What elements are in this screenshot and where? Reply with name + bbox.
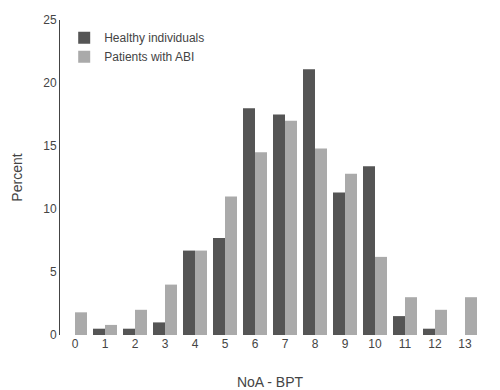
- svg-text:2: 2: [132, 337, 139, 351]
- svg-text:10: 10: [368, 337, 382, 351]
- svg-text:12: 12: [428, 337, 442, 351]
- svg-text:8: 8: [312, 337, 319, 351]
- svg-text:15: 15: [43, 139, 57, 153]
- svg-text:10: 10: [43, 202, 57, 216]
- svg-text:0: 0: [72, 337, 79, 351]
- svg-text:4: 4: [192, 337, 199, 351]
- svg-text:20: 20: [43, 76, 57, 90]
- svg-text:0: 0: [50, 328, 57, 342]
- svg-text:11: 11: [399, 337, 412, 351]
- svg-text:Percent: Percent: [9, 153, 25, 201]
- svg-text:5: 5: [50, 265, 57, 279]
- svg-text:25: 25: [43, 13, 57, 27]
- svg-text:5: 5: [222, 337, 229, 351]
- svg-text:13: 13: [458, 337, 472, 351]
- svg-text:1: 1: [102, 337, 109, 351]
- svg-text:6: 6: [252, 337, 259, 351]
- svg-text:Patients with ABI: Patients with ABI: [104, 50, 194, 64]
- svg-text:Healthy individuals: Healthy individuals: [104, 31, 204, 45]
- svg-text:3: 3: [162, 337, 169, 351]
- svg-text:7: 7: [282, 337, 289, 351]
- svg-text:NoA - BPT: NoA - BPT: [237, 374, 304, 390]
- svg-text:9: 9: [342, 337, 349, 351]
